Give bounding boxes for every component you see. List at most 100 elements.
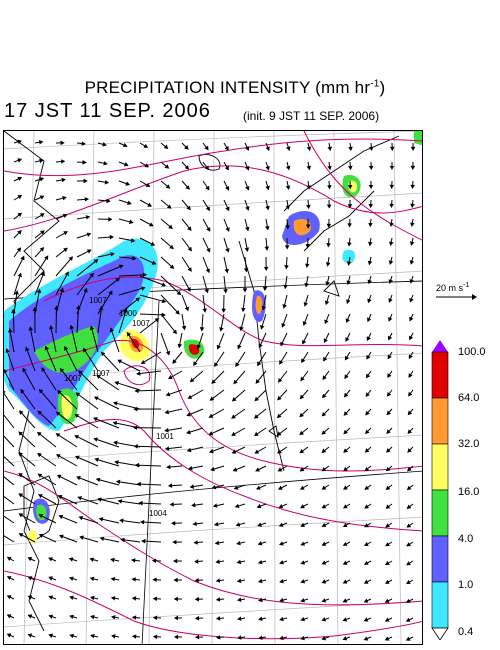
wind-vector-head	[194, 634, 200, 640]
isobar-label: 1007	[132, 319, 150, 328]
colorbar-box	[431, 489, 449, 537]
wind-vector-head	[214, 540, 220, 546]
wind-vector	[118, 287, 145, 296]
wind-vector-head	[405, 579, 411, 585]
wind-vector-head	[343, 466, 348, 472]
wind-vector-head	[76, 305, 81, 310]
wind-vector-head	[224, 268, 229, 274]
wind-vector	[64, 346, 78, 372]
wind-vector-head	[364, 448, 370, 453]
wind-vector-head	[93, 417, 98, 422]
wind-vector-head	[37, 410, 43, 415]
colorbar-boxes	[431, 351, 449, 629]
wind-vector-head	[257, 541, 263, 546]
wind-vector-head	[39, 177, 45, 182]
wind-vector-head	[225, 206, 230, 212]
wind-vector	[74, 435, 99, 448]
wind-vector-head	[108, 217, 113, 222]
wind-vector	[37, 453, 57, 467]
wind-vector-head	[406, 523, 412, 528]
wind-vector-head	[126, 331, 132, 337]
map-panel: 1007 1000 1001 1004 1007 1007 1007	[3, 130, 423, 645]
wind-vector-head	[90, 633, 95, 639]
isobar-label: 1001	[156, 432, 174, 441]
title-main: PRECIPITATION INTENSITY (mm hr	[84, 78, 371, 97]
wind-vector-head	[236, 578, 242, 584]
wind-vector-head	[346, 280, 351, 286]
wind-vector-head	[169, 244, 174, 250]
wind-vector-head	[409, 241, 415, 246]
wind-vector-head	[408, 354, 413, 360]
wind-vector-head	[48, 557, 53, 562]
wind-vector-head	[41, 367, 46, 372]
wind-vector-head	[260, 324, 265, 330]
wind-vector-head	[6, 614, 12, 619]
isobar-label: 1007	[92, 369, 110, 378]
wind-vector-head	[184, 306, 190, 312]
wind-vector-head	[37, 494, 43, 499]
wind-vector-head	[261, 306, 267, 311]
wind-vector-head	[300, 541, 306, 546]
wind-vector-head	[325, 262, 331, 267]
wind-vector-head	[186, 447, 192, 453]
wind-vector-head	[193, 540, 198, 545]
wind-vector-head	[17, 139, 22, 145]
wind-vector-head	[300, 635, 305, 641]
wind-vector	[4, 435, 15, 448]
wind-vector	[97, 265, 123, 277]
wind-vector-head	[368, 165, 374, 171]
wind-vector-head	[127, 200, 132, 205]
wind-vector	[79, 516, 99, 524]
wind-vector-head	[93, 259, 99, 264]
wind-vector-head	[321, 522, 327, 527]
wind-vector	[117, 359, 141, 372]
wind-vector-head	[262, 286, 268, 292]
wind-vector-head	[231, 431, 236, 436]
wind-vector-head	[343, 504, 348, 509]
wind-reference-text: 20 m s	[436, 283, 464, 293]
wind-vector-head	[194, 559, 199, 564]
wind-vector-head	[6, 633, 12, 638]
wind-vector-head	[123, 162, 129, 167]
wind-vector-head	[284, 245, 290, 250]
wind-vector-head	[69, 324, 74, 330]
wind-vector-head	[235, 362, 240, 368]
wind-vector-head	[279, 360, 284, 365]
wind-vector	[4, 392, 15, 410]
wind-vector-head	[17, 230, 22, 235]
wind-vector-head	[95, 477, 101, 483]
wind-vector-head	[300, 598, 306, 603]
wind-vector-head	[342, 598, 348, 603]
wind-vector-head	[299, 485, 305, 490]
wind-vector-head	[343, 392, 349, 398]
wind-vector-head	[114, 460, 119, 465]
wind-vector-head	[405, 598, 411, 603]
wind-vector-head	[109, 327, 115, 333]
wind-vector-head	[409, 316, 414, 322]
wind-vector	[115, 381, 141, 391]
wind-vector-head	[321, 411, 327, 417]
wind-vector-head	[342, 579, 348, 584]
wind-vector-head	[245, 146, 250, 151]
wind-vector	[18, 452, 36, 467]
wind-vector-head	[106, 198, 111, 204]
wind-vector-head	[48, 595, 54, 600]
wind-vector-head	[265, 205, 270, 211]
isobar-label: 1000	[119, 309, 137, 318]
wind-vector-head	[89, 557, 95, 562]
wind-vector-head	[6, 556, 12, 561]
colorbar-top-triangle	[432, 340, 448, 352]
wind-vector-head	[236, 635, 242, 640]
wind-vector-head	[132, 425, 138, 430]
wind-vector-head	[216, 344, 221, 350]
wind-vector-head	[209, 396, 215, 401]
wind-vector-head	[366, 336, 371, 342]
wind-vector-head	[347, 242, 352, 247]
wind-vector-head	[89, 272, 94, 278]
wind-vector	[4, 414, 15, 429]
wind-vector	[59, 515, 78, 524]
wind-vector-head	[257, 522, 262, 527]
wind-vector-head	[89, 595, 95, 601]
wind-vector-head	[254, 414, 259, 419]
wind-vector-head	[210, 466, 215, 472]
